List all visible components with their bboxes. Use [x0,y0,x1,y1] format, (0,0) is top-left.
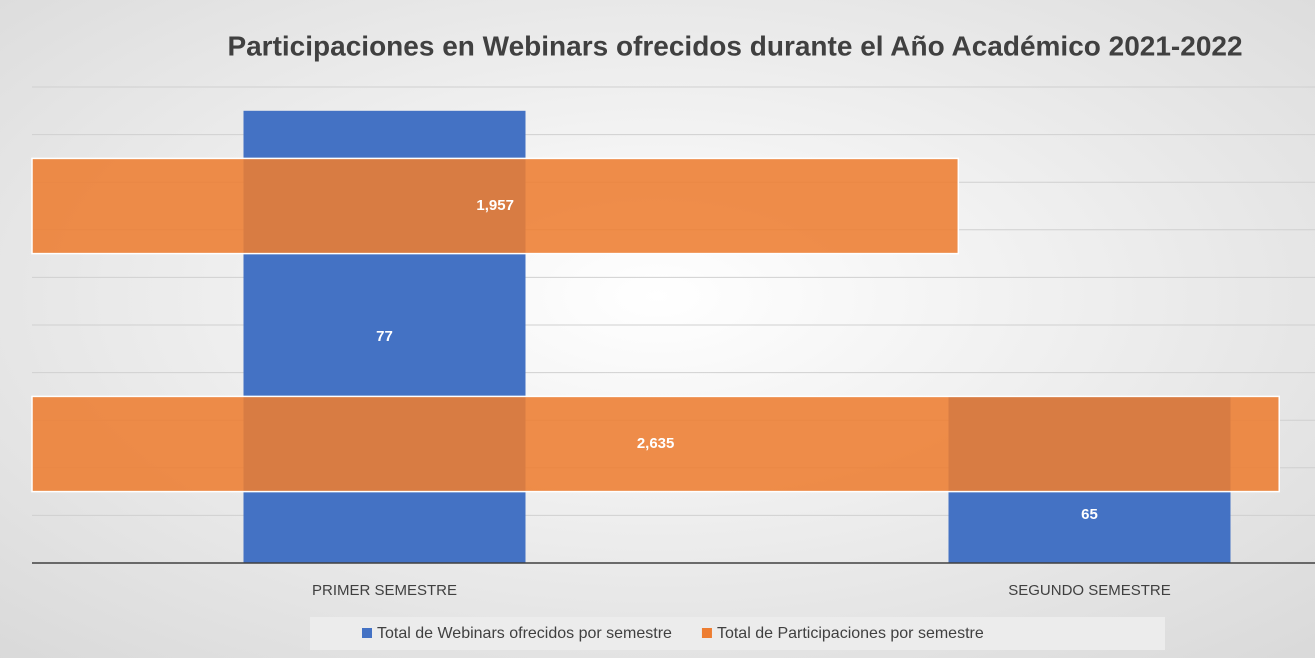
legend-swatch [362,628,372,638]
legend-swatch [701,628,712,638]
data-label: 77 [376,328,393,345]
data-label: 1,957 [476,197,514,214]
legend-box [310,617,1165,650]
x-tick-label: SEGUNDO SEMESTRE [1008,582,1171,599]
chart-title: Participaciones en Webinars ofrecidos du… [227,30,1242,61]
x-tick-label: PRIMER SEMESTRE [312,582,457,599]
bar [31,395,1280,493]
data-label: 65 [1081,506,1098,523]
bar [31,157,960,255]
legend-label: Total de Participaciones por semestre [717,625,984,642]
legend-label: Total de Webinars ofrecidos por semestre [377,625,672,642]
data-label: 2,635 [637,435,675,452]
